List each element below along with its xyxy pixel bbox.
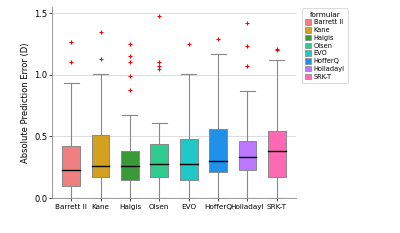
Bar (268, 131, 286, 177)
Bar (150, 144, 168, 177)
Bar (209, 129, 227, 172)
Bar (180, 139, 198, 180)
Bar (239, 141, 256, 170)
Bar (121, 151, 139, 180)
Legend: Barrett II, Kane, Haigis, Olsen, EVO, HofferQ, HolladayI, SRK-T: Barrett II, Kane, Haigis, Olsen, EVO, Ho… (302, 8, 348, 83)
Bar (62, 146, 80, 186)
Y-axis label: Absolute Prediction Error (D): Absolute Prediction Error (D) (21, 42, 30, 163)
Bar (92, 135, 109, 177)
